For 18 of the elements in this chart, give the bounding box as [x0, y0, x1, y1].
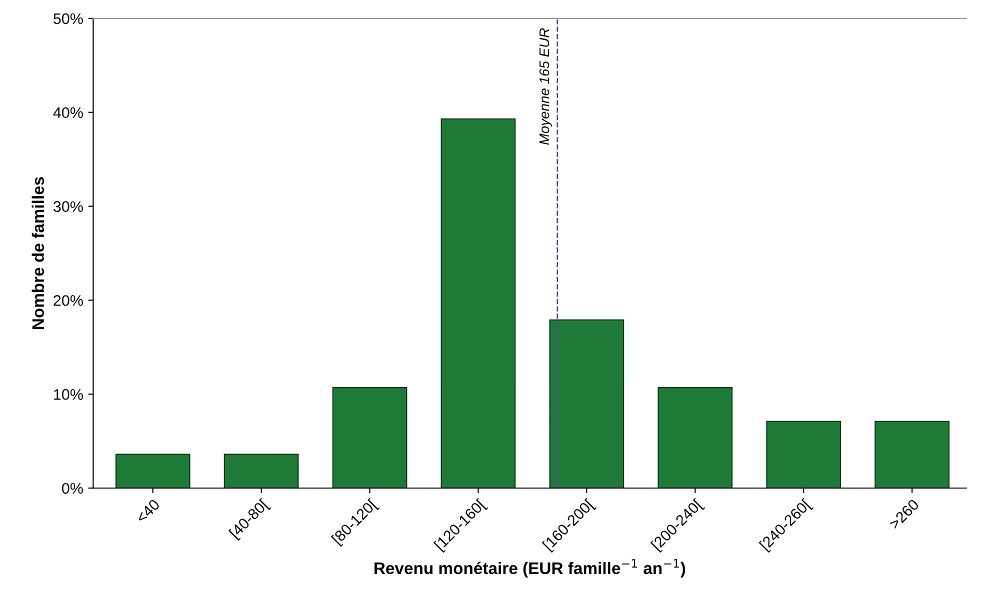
ref-line-label: Moyenne 165 EUR — [539, 28, 552, 145]
y-tick-label: 0% — [62, 483, 83, 494]
y-tick-label: 40% — [53, 107, 83, 118]
bar — [766, 420, 842, 488]
bar — [874, 420, 950, 488]
y-tick-label: 10% — [54, 389, 83, 400]
y-tick-label: 20% — [54, 295, 83, 306]
bar — [332, 387, 408, 488]
bar — [224, 454, 299, 488]
x-axis-title: Revenu monétaire (EUR famille$^{−1}$ an$^{−1}$) — [374, 559, 686, 578]
bar — [658, 387, 733, 488]
y-tick-label: 50% — [54, 13, 83, 24]
y-tick-label: 30% — [53, 201, 83, 212]
bar — [440, 118, 516, 488]
bar — [549, 319, 624, 488]
y-axis-title: Nombre de familles — [32, 177, 44, 330]
bar — [115, 454, 190, 488]
x-tick-label: <40 — [135, 498, 160, 524]
